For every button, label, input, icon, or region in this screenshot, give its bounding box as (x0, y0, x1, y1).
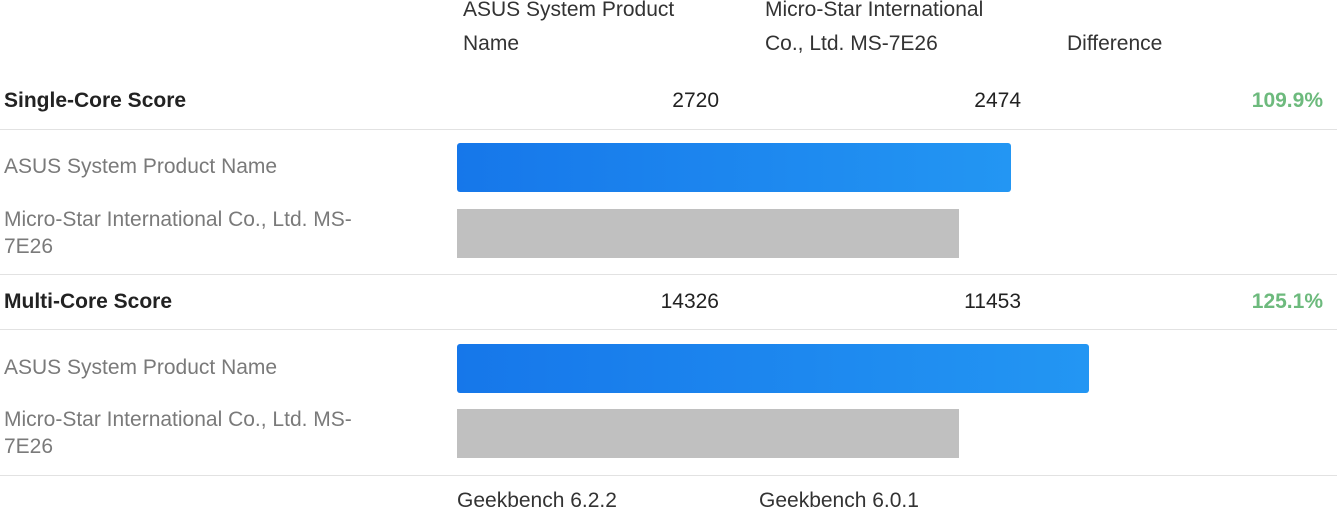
row-divider (0, 475, 1337, 476)
multi-core-device-2-label-line-1: Micro-Star International Co., Ltd. MS- (4, 408, 352, 431)
column-header-device-1: ASUS System Product Name (463, 0, 674, 61)
single-core-device-2-label-line-2: 7E26 (4, 235, 54, 258)
multi-core-device-2-label-line-2: 7E26 (4, 435, 54, 458)
column-header-device-2-line-2: Co., Ltd. MS-7E26 (765, 32, 938, 55)
single-core-device-2-label-line-1: Micro-Star International Co., Ltd. MS- (4, 208, 352, 231)
multi-core-device-2-label: Micro-Star International Co., Ltd. MS- 7… (4, 406, 404, 460)
single-core-score-device-2: 2474 (974, 89, 1021, 112)
single-core-bar-device-2 (457, 209, 959, 258)
multi-core-device-1-label: ASUS System Product Name (4, 356, 278, 379)
multi-core-score-label: Multi-Core Score (4, 290, 173, 313)
single-core-score-label: Single-Core Score (4, 89, 187, 112)
column-header-device-2-line-1: Micro-Star International (765, 0, 984, 21)
geekbench-version-device-1: Geekbench 6.2.2 (457, 489, 617, 512)
row-divider (0, 274, 1337, 275)
column-header-device-2: Micro-Star International Co., Ltd. MS-7E… (765, 0, 983, 61)
multi-core-score-device-1: 14326 (660, 290, 719, 313)
single-core-device-1-label: ASUS System Product Name (4, 155, 278, 178)
single-core-device-2-label: Micro-Star International Co., Ltd. MS- 7… (4, 206, 404, 260)
multi-core-bar-device-1 (457, 344, 1089, 393)
multi-core-difference: 125.1% (1251, 290, 1323, 313)
single-core-bar-device-1 (457, 143, 1011, 192)
row-divider (0, 129, 1337, 130)
column-header-device-1-line-2: Name (463, 32, 520, 55)
multi-core-score-device-2: 11453 (964, 290, 1021, 313)
single-core-score-device-1: 2720 (672, 89, 719, 112)
column-header-device-1-line-1: ASUS System Product (463, 0, 675, 21)
row-divider (0, 329, 1337, 330)
geekbench-version-device-2: Geekbench 6.0.1 (759, 489, 919, 512)
multi-core-bar-device-2 (457, 409, 959, 458)
single-core-difference: 109.9% (1251, 89, 1323, 112)
column-header-difference: Difference (1067, 32, 1163, 55)
